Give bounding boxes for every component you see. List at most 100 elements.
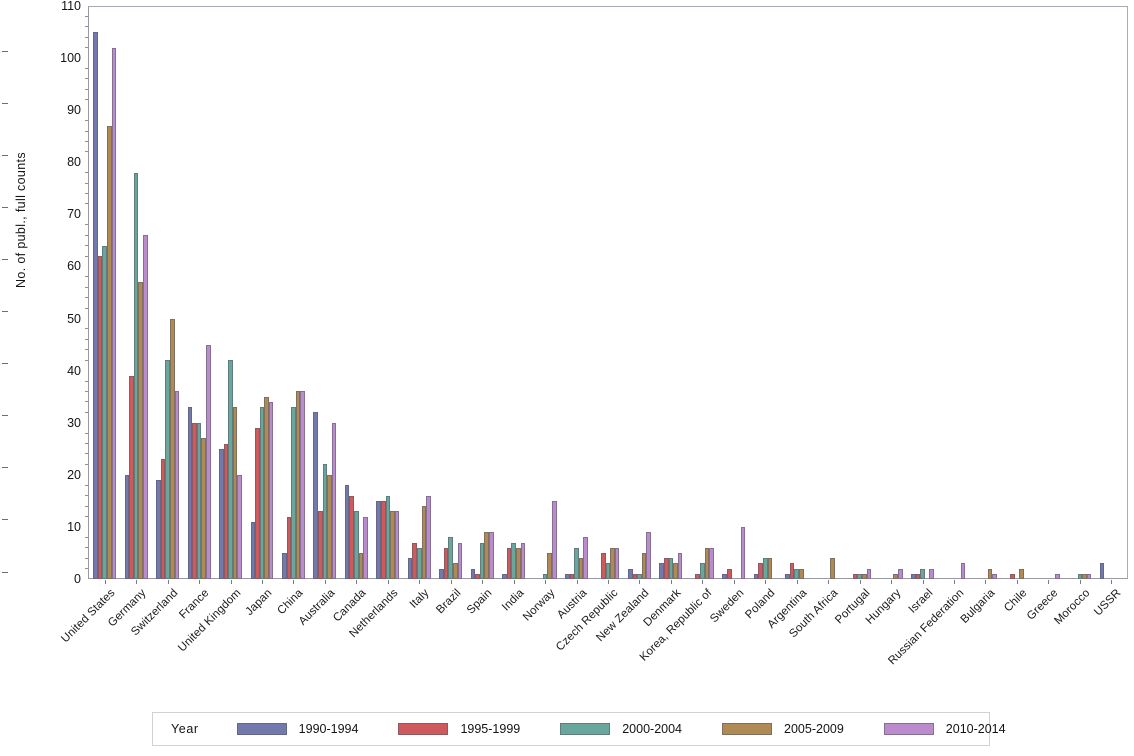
x-axis-tick-mark xyxy=(199,580,201,584)
bar xyxy=(97,256,103,579)
bar xyxy=(1086,573,1092,579)
y-axis-minor-tick-mark xyxy=(84,78,88,80)
y-axis-minor-tick-mark xyxy=(84,307,88,309)
bar-group xyxy=(911,6,935,579)
legend-item[interactable]: 1990-1994 xyxy=(236,722,358,736)
bar xyxy=(111,47,117,579)
bar xyxy=(627,568,633,579)
bar xyxy=(830,558,836,579)
bar xyxy=(349,495,355,579)
y-axis-minor-tick-mark xyxy=(84,568,88,570)
bar xyxy=(196,422,202,579)
x-axis-tick-mark xyxy=(639,580,641,584)
bar xyxy=(852,573,858,579)
legend-item[interactable]: 2005-2009 xyxy=(722,722,844,736)
bar xyxy=(578,558,584,579)
bar xyxy=(700,563,705,579)
y-axis-tick-mark xyxy=(2,102,8,104)
y-axis-minor-tick-mark xyxy=(84,495,88,497)
legend-swatch xyxy=(722,723,773,735)
x-axis-tick-label: China xyxy=(275,587,306,618)
bar xyxy=(489,532,494,579)
bar xyxy=(255,427,260,579)
bar xyxy=(165,360,170,579)
bar xyxy=(291,407,296,579)
bar xyxy=(160,459,166,579)
bar-group xyxy=(753,6,777,579)
legend-swatch xyxy=(560,723,611,735)
x-axis-tick-mark xyxy=(419,580,421,584)
y-axis-minor-tick-mark xyxy=(84,99,88,101)
legend-item[interactable]: 2000-2004 xyxy=(560,722,682,736)
bar xyxy=(344,485,350,579)
x-axis-tick-mark xyxy=(356,580,358,584)
legend-swatch xyxy=(883,723,934,735)
y-axis-tick-mark xyxy=(2,467,8,469)
bar xyxy=(861,573,867,579)
y-axis-minor-tick-mark xyxy=(84,484,88,486)
y-axis-minor-tick-mark xyxy=(84,47,88,49)
y-axis-minor-tick-mark xyxy=(84,255,88,257)
bar xyxy=(614,547,620,579)
x-axis-tick-mark xyxy=(985,580,987,584)
bar xyxy=(520,542,526,579)
bar-group xyxy=(943,6,966,579)
bar-group xyxy=(691,6,714,579)
bar-group xyxy=(534,6,557,579)
bar-group xyxy=(187,6,211,579)
y-axis-minor-tick-mark xyxy=(84,36,88,38)
y-axis-tick-label: 40 xyxy=(2,363,88,378)
bar xyxy=(1082,573,1087,579)
bar-group xyxy=(376,6,400,579)
bar xyxy=(1055,573,1060,579)
x-axis-tick-mark xyxy=(293,580,295,584)
bar xyxy=(286,516,292,579)
legend-item[interactable]: 1995-1999 xyxy=(398,722,520,736)
bar xyxy=(93,32,98,579)
bar xyxy=(133,172,139,579)
y-axis-minor-tick-mark xyxy=(84,120,88,122)
bar xyxy=(799,568,804,579)
bar-group xyxy=(1005,6,1028,579)
bar xyxy=(358,552,364,579)
bar xyxy=(138,282,144,579)
bar xyxy=(646,532,651,579)
y-axis-minor-tick-mark xyxy=(84,151,88,153)
legend-item[interactable]: 2010-2014 xyxy=(883,722,1006,736)
bar xyxy=(1019,568,1024,579)
bar xyxy=(484,532,490,579)
x-axis-tick-mark xyxy=(262,580,263,584)
y-axis-minor-tick-mark xyxy=(84,443,88,445)
x-axis-tick-mark xyxy=(387,580,389,584)
bar xyxy=(376,500,381,579)
bar-group xyxy=(597,6,620,579)
y-axis-tick-mark xyxy=(2,571,8,573)
bar-group xyxy=(281,6,305,579)
bar xyxy=(893,573,898,579)
x-axis-tick-label: India xyxy=(499,587,527,614)
bar xyxy=(156,480,161,579)
bar-group xyxy=(722,6,746,579)
bar xyxy=(915,573,921,579)
x-axis-tick-mark xyxy=(450,580,452,584)
bar xyxy=(281,552,287,579)
x-axis-tick-mark xyxy=(1016,580,1018,584)
legend-label: 2010-2014 xyxy=(945,722,1006,736)
bar xyxy=(479,542,485,579)
bar xyxy=(605,563,611,579)
y-axis-minor-tick-mark xyxy=(84,130,88,132)
bar xyxy=(695,573,701,579)
bar xyxy=(201,438,206,579)
bar-group xyxy=(93,6,117,579)
x-axis-tick-mark xyxy=(891,580,893,584)
y-axis-line xyxy=(88,6,89,579)
bar xyxy=(1010,573,1015,579)
bar-group xyxy=(156,6,180,579)
y-axis-minor-tick-mark xyxy=(84,547,88,549)
y-axis-minor-tick-mark xyxy=(84,297,88,299)
y-axis-minor-tick-mark xyxy=(84,536,88,538)
y-axis-minor-tick-mark xyxy=(84,557,88,559)
x-axis-tick-mark xyxy=(608,580,609,584)
bar xyxy=(407,558,413,579)
bar-group xyxy=(1037,6,1060,579)
